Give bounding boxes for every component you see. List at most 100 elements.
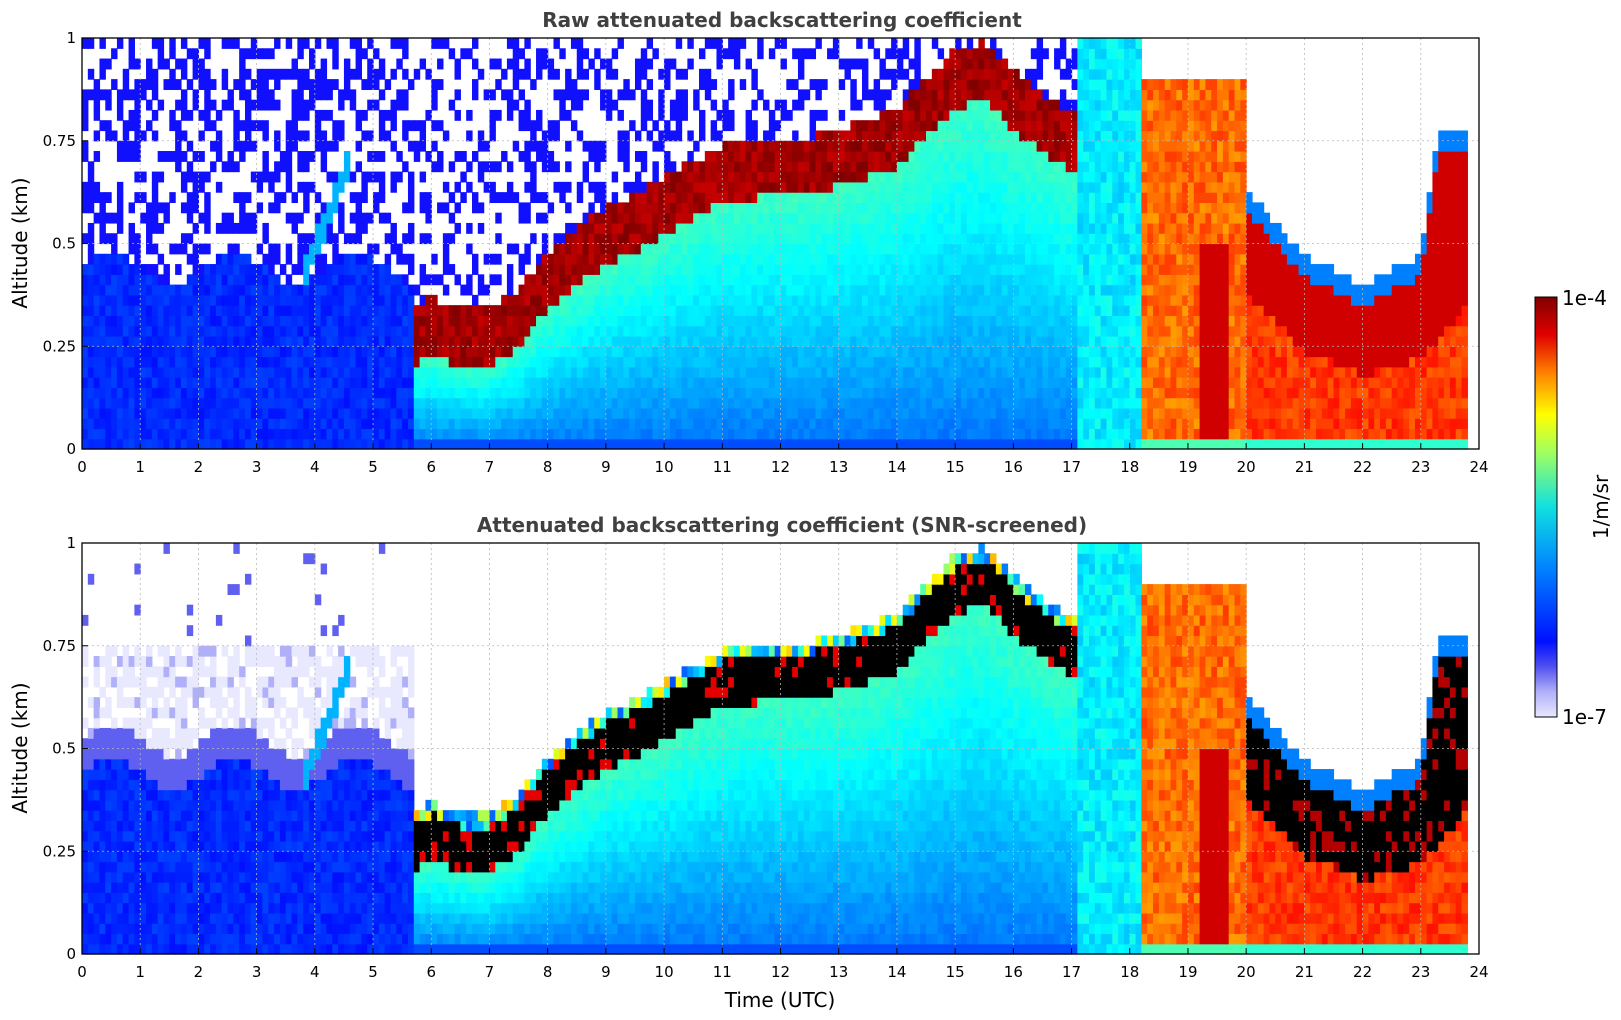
heatmap-cell (885, 130, 892, 142)
heatmap-cell (745, 253, 752, 265)
heatmap-cell (291, 418, 298, 430)
heatmap-cell (180, 58, 188, 70)
heatmap-cell (821, 264, 828, 275)
heatmap-cell (425, 151, 432, 162)
heatmap-cell (879, 397, 886, 409)
heatmap-cell (658, 253, 665, 265)
heatmap-cell (198, 366, 205, 378)
heatmap-cell (1001, 202, 1009, 214)
heatmap-cell (1019, 171, 1026, 183)
heatmap-cell (349, 274, 357, 286)
heatmap-cell (512, 387, 520, 399)
heatmap-cell (93, 264, 101, 275)
heatmap-cell (437, 428, 444, 440)
heatmap-cell (786, 356, 793, 368)
heatmap-cell (576, 294, 584, 306)
heatmap-cell (460, 407, 467, 419)
heatmap-cell (570, 253, 578, 265)
heatmap-cell (937, 233, 945, 245)
heatmap-cell (984, 366, 991, 378)
heatmap-cell (163, 335, 170, 347)
heatmap-cell (990, 243, 997, 255)
heatmap-cell (326, 140, 333, 152)
heatmap-cell (722, 418, 729, 430)
heatmap-cell (530, 438, 537, 450)
heatmap-cell (646, 79, 654, 90)
heatmap-cell (699, 264, 706, 275)
heatmap-cell (407, 346, 415, 358)
heatmap-cell (891, 253, 898, 265)
heatmap-cell (151, 387, 159, 399)
heatmap-cell (256, 181, 264, 193)
heatmap-cell (390, 233, 397, 245)
heatmap-cell (943, 68, 950, 80)
heatmap-cell (594, 192, 601, 204)
heatmap-cell (402, 89, 409, 101)
heatmap-cell (926, 294, 933, 306)
heatmap-cell (937, 284, 945, 296)
heatmap-cell (291, 438, 298, 450)
heatmap-cell (809, 130, 817, 142)
heatmap-cell (169, 243, 176, 255)
heatmap-cell (576, 315, 584, 327)
heatmap-cell (495, 428, 502, 440)
heatmap-cell (332, 120, 339, 132)
heatmap-cell (472, 151, 479, 162)
heatmap-cell (250, 325, 258, 337)
heatmap-cell (332, 335, 339, 347)
heatmap-cell (902, 38, 910, 49)
heatmap-cell (710, 171, 718, 183)
heatmap-cell (448, 315, 456, 327)
heatmap-cell (332, 438, 339, 450)
heatmap-cell (658, 274, 665, 286)
heatmap-cell (722, 161, 729, 173)
heatmap-cell (652, 48, 659, 60)
heatmap-cell (943, 377, 950, 388)
heatmap-cell (943, 315, 950, 327)
heatmap-cell (547, 356, 555, 368)
heatmap-cell (943, 397, 950, 409)
heatmap-cell (355, 222, 362, 234)
heatmap-cell (972, 387, 980, 399)
heatmap-cell (495, 161, 502, 173)
heatmap-cell (600, 305, 607, 317)
heatmap-cell (466, 130, 473, 142)
heatmap-cell (87, 284, 95, 296)
heatmap-cell (332, 181, 339, 193)
heatmap-cell (1007, 202, 1014, 214)
heatmap-cell (501, 418, 508, 430)
heatmap-cell (885, 181, 892, 193)
heatmap-cell (570, 418, 578, 430)
heatmap-cell (960, 438, 968, 450)
heatmap-cell (634, 202, 642, 214)
heatmap-cell (437, 366, 444, 378)
heatmap-cell (192, 58, 200, 70)
heatmap-cell (186, 202, 194, 214)
heatmap-cell (1024, 212, 1032, 224)
heatmap-cell (1001, 284, 1009, 296)
heatmap-cell (367, 79, 374, 90)
heatmap-cell (87, 305, 95, 317)
heatmap-cell (489, 397, 496, 409)
heatmap-cell (373, 274, 380, 286)
heatmap-cell (809, 315, 817, 327)
heatmap-cell (1007, 171, 1014, 183)
heatmap-cell (896, 243, 904, 255)
heatmap-cell (582, 233, 590, 245)
heatmap-cell (763, 161, 770, 173)
heatmap-cell (244, 109, 252, 121)
heatmap-cell (763, 356, 770, 368)
heatmap-cell (716, 325, 723, 337)
heatmap-cell (570, 243, 578, 255)
heatmap-cell (314, 274, 322, 286)
heatmap-cell (454, 407, 461, 419)
heatmap-cell (972, 407, 980, 419)
heatmap-cell (343, 397, 351, 409)
heatmap-cell (960, 99, 968, 111)
heatmap-cell (279, 335, 287, 347)
heatmap-cell (93, 294, 101, 306)
heatmap-cell (244, 428, 252, 440)
heatmap-cell (1030, 294, 1038, 306)
heatmap-cell (943, 202, 950, 214)
heatmap-cell (338, 407, 345, 419)
